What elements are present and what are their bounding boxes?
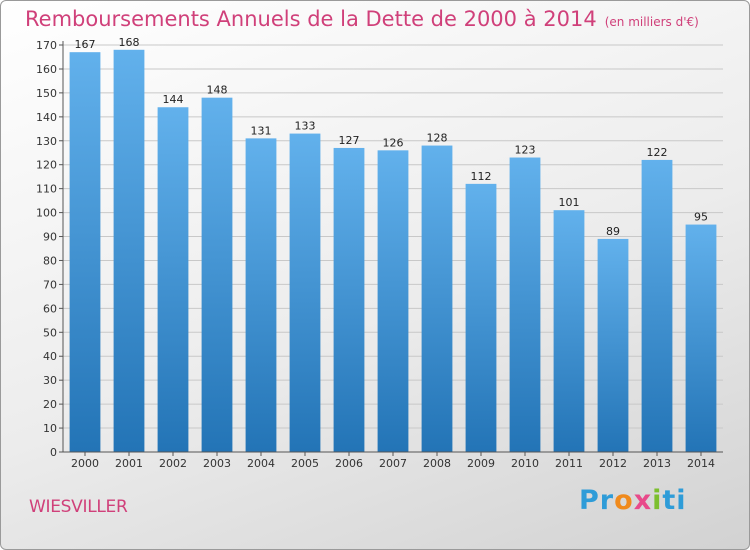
y-tick-label: 10 — [43, 422, 57, 435]
chart-title-text: Remboursements Annuels de la Dette de 20… — [25, 7, 597, 31]
x-tick-label: 2012 — [599, 457, 627, 470]
bar — [201, 97, 233, 452]
bar — [509, 157, 541, 452]
labels: 0 10 20 30 40 50 60 70 80 90 100 110 120 130 140 150 160… — [36, 36, 715, 470]
y-tick-label: 60 — [43, 302, 57, 315]
data-label: 101 — [559, 196, 580, 209]
chart-subtitle: (en milliers d'€) — [604, 15, 699, 29]
bar — [641, 159, 673, 452]
data-label: 168 — [119, 36, 140, 49]
bar — [685, 224, 717, 452]
x-tick-label: 2011 — [555, 457, 583, 470]
y-tick-label: 170 — [36, 39, 57, 52]
y-tick-label: 90 — [43, 231, 57, 244]
y-tick-label: 0 — [50, 446, 57, 459]
bar — [333, 147, 365, 452]
axes — [59, 41, 723, 456]
x-tick-label: 2004 — [247, 457, 275, 470]
y-tick-label: 140 — [36, 111, 57, 124]
data-label: 112 — [471, 170, 492, 183]
data-label: 144 — [163, 93, 184, 106]
bar — [69, 52, 101, 453]
x-tick-label: 2008 — [423, 457, 451, 470]
data-label: 148 — [207, 84, 228, 97]
proxiti-logo: Proxiti — [579, 485, 687, 516]
y-tick-label: 130 — [36, 135, 57, 148]
logo-letter: P — [579, 485, 600, 516]
x-tick-label: 2007 — [379, 457, 407, 470]
logo-letter: r — [599, 485, 615, 516]
bar — [377, 150, 409, 452]
data-label: 95 — [694, 211, 708, 224]
bar — [553, 210, 585, 452]
logo-letter: i — [676, 485, 687, 516]
y-tick-label: 150 — [36, 87, 57, 100]
bar — [113, 49, 145, 452]
y-tick-label: 30 — [43, 374, 57, 387]
logo-letter: t — [662, 485, 677, 516]
chart-title: Remboursements Annuels de la Dette de 20… — [25, 7, 699, 31]
data-label: 126 — [383, 136, 404, 149]
bars — [69, 49, 717, 453]
data-label: 127 — [339, 134, 360, 147]
logo-letter: o — [614, 485, 634, 516]
y-tick-label: 160 — [36, 63, 57, 76]
bar — [157, 107, 189, 452]
y-tick-label: 40 — [43, 350, 57, 363]
data-label: 128 — [427, 132, 448, 145]
data-label: 133 — [295, 120, 316, 133]
bar — [597, 238, 629, 452]
data-label: 131 — [251, 124, 272, 137]
x-tick-label: 2000 — [71, 457, 99, 470]
x-tick-label: 2001 — [115, 457, 143, 470]
x-tick-label: 2009 — [467, 457, 495, 470]
logo-letter: i — [652, 485, 663, 516]
x-tick-label: 2010 — [511, 457, 539, 470]
x-tick-label: 2006 — [335, 457, 363, 470]
bar — [245, 138, 277, 452]
bar — [421, 145, 453, 452]
y-tick-label: 50 — [43, 326, 57, 339]
y-tick-label: 120 — [36, 159, 57, 172]
data-label: 123 — [515, 144, 536, 157]
y-tick-label: 100 — [36, 207, 57, 220]
x-tick-label: 2013 — [643, 457, 671, 470]
y-tick-label: 80 — [43, 254, 57, 267]
data-label: 167 — [75, 38, 96, 51]
data-label: 89 — [606, 225, 620, 238]
commune-name: WIESVILLER — [29, 497, 128, 517]
y-tick-label: 70 — [43, 278, 57, 291]
y-tick-label: 110 — [36, 183, 57, 196]
bar — [465, 183, 497, 452]
x-tick-label: 2003 — [203, 457, 231, 470]
x-tick-label: 2002 — [159, 457, 187, 470]
x-tick-label: 2005 — [291, 457, 319, 470]
data-label: 122 — [647, 146, 668, 159]
y-tick-label: 20 — [43, 398, 57, 411]
x-tick-label: 2014 — [687, 457, 715, 470]
logo-letter: x — [633, 485, 653, 516]
bar — [289, 133, 321, 453]
